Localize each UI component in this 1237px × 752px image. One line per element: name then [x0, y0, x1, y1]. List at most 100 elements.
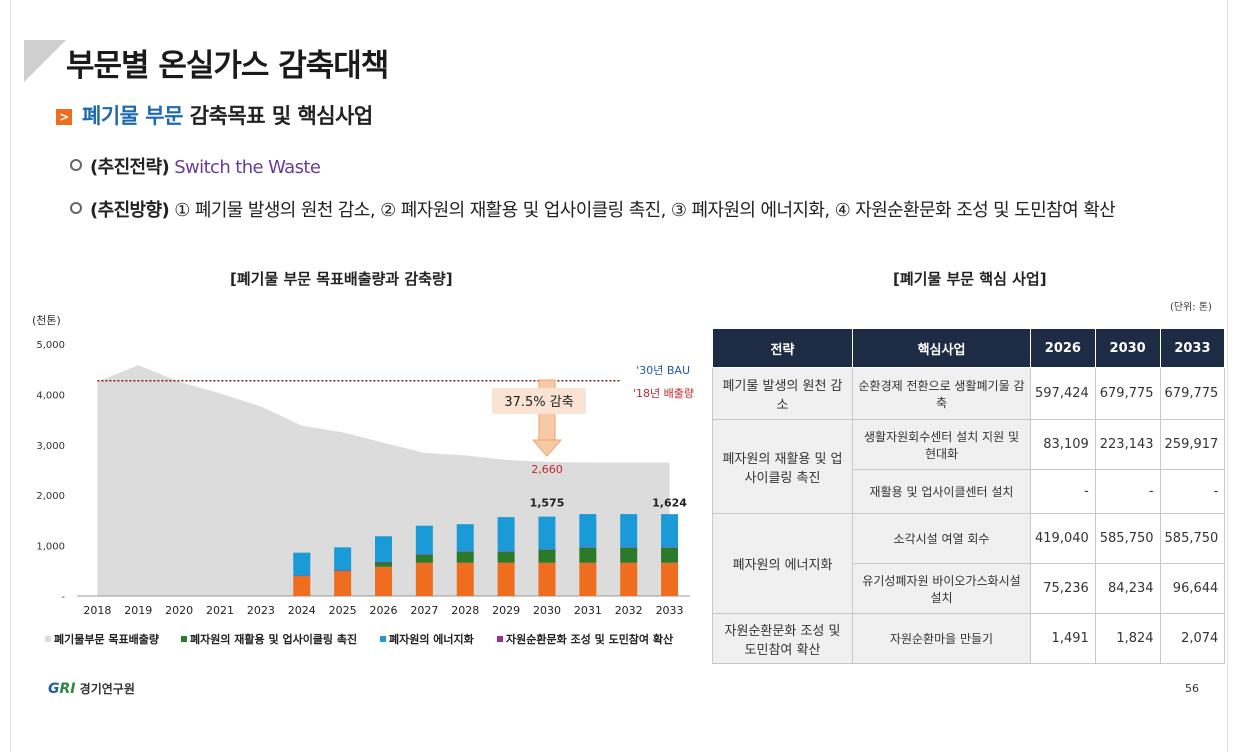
x-tick-label: 2021: [206, 604, 234, 617]
y-tick-label: 1,000: [36, 542, 65, 553]
legend-swatch: [380, 636, 386, 642]
core-project-table: 전략 핵심사업 2026 2030 2033 폐기물 발생의 원천 감소 순환경…: [712, 328, 1226, 664]
bar-segment: [620, 514, 638, 548]
bar-segment: [620, 562, 638, 596]
table-header: 2030: [1094, 328, 1161, 368]
gri-logo: GRI 경기연구원: [48, 681, 135, 697]
chevron-right-icon: >: [56, 109, 72, 125]
strategy-cell: 폐자원의 에너지화: [712, 513, 853, 614]
value-cell: 1,824: [1094, 613, 1161, 664]
bar-segment: [375, 566, 392, 596]
bar-segment: [334, 547, 352, 571]
x-tick-label: 2031: [574, 604, 602, 617]
section-heading: > 폐기물 부문 감축목표 및 핵심사업: [56, 100, 373, 130]
value-cell: 223,143: [1094, 419, 1161, 470]
y-tick-label: 5,000: [36, 340, 65, 351]
table-row: 폐자원의 재활용 및 업사이클링 촉진 생활자원회수센터 설치 지원 및 현대화…: [712, 419, 1226, 514]
value-cell: 585,750: [1094, 513, 1161, 564]
value-cell: 259,917: [1159, 419, 1226, 470]
bar-segment: [497, 551, 515, 552]
y-tick-label: 4,000: [36, 390, 65, 401]
section-rest: 감축목표 및 핵심사업: [182, 104, 374, 128]
x-tick-label: 2032: [615, 604, 643, 617]
section-highlight: 폐기물 부문: [82, 104, 183, 128]
x-tick-label: 2019: [124, 604, 152, 617]
strategy-cell: 자원순환문화 조성 및 도민참여 확산: [712, 613, 853, 664]
table-row: 폐기물 발생의 원천 감소 순환경제 전환으로 생활폐기물 감축 597,424…: [712, 367, 1226, 420]
x-tick-label: 2023: [247, 604, 275, 617]
value-cell: -: [1094, 469, 1161, 514]
bar-segment: [293, 552, 311, 576]
value-cell: 1,491: [1030, 613, 1096, 664]
legend-label: 폐기물부문 목표배출량: [54, 632, 159, 646]
x-tick-label: 2018: [83, 604, 111, 617]
value-cell: 585,750: [1159, 513, 1226, 564]
bar-segment: [415, 554, 433, 555]
page-number: 56: [1185, 682, 1199, 695]
bar-segment: [456, 551, 474, 563]
bar-segment: [579, 562, 597, 596]
table-row: 재활용 및 업사이클센터 설치 - - -: [713, 469, 1226, 514]
bar-segment: [620, 547, 638, 563]
bar-total-label: 1,624: [652, 496, 687, 509]
bar-segment: [538, 549, 556, 550]
bar-segment: [293, 575, 311, 596]
value-cell: 96,644: [1159, 563, 1226, 614]
table-title: [폐기물 부문 핵심 사업]: [893, 270, 1047, 288]
reduction-label-box: [492, 388, 586, 414]
bullet-strategy: (추진전략) Switch the Waste: [70, 153, 321, 179]
x-tick-label: 2025: [329, 604, 357, 617]
bullet-label: (추진방향): [90, 200, 170, 221]
project-cell: 재활용 및 업사이클센터 설치: [852, 469, 1031, 514]
bar-segment: [375, 561, 392, 563]
table-row: 유기성폐자원 바이오가스화시설 설치 75,236 84,234 96,644: [713, 563, 1226, 614]
bar-segment: [334, 570, 352, 572]
bullet-text: ① 폐기물 발생의 원천 감소, ② 폐자원의 재활용 및 업사이클링 촉진, …: [169, 200, 1116, 221]
y-axis-label: (천톤): [32, 313, 61, 327]
x-tick-label: 2029: [492, 604, 520, 617]
table-row: 자원순환문화 조성 및 도민참여 확산 자원순환마을 만들기 1,491 1,8…: [712, 613, 1226, 664]
page-frame: [10, 0, 1228, 752]
bar-segment: [497, 562, 515, 596]
bar-segment: [538, 562, 556, 596]
bar-segment: [415, 554, 433, 563]
project-cell: 생활자원회수센터 설치 지원 및 현대화: [852, 419, 1031, 470]
title-corner-decoration: [24, 40, 66, 82]
bar-segment: [661, 562, 679, 596]
target-value-label: 2,660: [531, 463, 563, 476]
legend-swatch: [497, 636, 503, 642]
legend-label: 폐자원의 재활용 및 업사이클링 촉진: [190, 632, 357, 646]
x-tick-label: 2027: [410, 604, 438, 617]
bar-segment: [415, 562, 433, 596]
value-cell: 679,775: [1159, 367, 1226, 420]
bar-segment: [661, 547, 679, 563]
legend-swatch: [45, 636, 51, 642]
bar-segment: [497, 551, 515, 563]
table-header-row: 전략 핵심사업 2026 2030 2033: [712, 328, 1226, 368]
strategy-cell: 폐자원의 재활용 및 업사이클링 촉진: [712, 419, 853, 514]
bar-segment: [538, 549, 556, 563]
y-tick-label: 3,000: [36, 441, 65, 452]
project-cell: 유기성폐자원 바이오가스화시설 설치: [852, 563, 1031, 614]
bar-segment: [497, 517, 515, 552]
bar-segment: [456, 562, 474, 596]
x-tick-label: 2033: [656, 604, 684, 617]
x-tick-label: 2030: [533, 604, 561, 617]
bar-segment: [415, 525, 433, 555]
bullet-text: Switch the Waste: [169, 157, 321, 178]
bar-segment: [334, 570, 352, 596]
table-header: 2033: [1159, 328, 1226, 368]
bullet-direction: (추진방향) ① 폐기물 발생의 원천 감소, ② 폐자원의 재활용 및 업사이…: [70, 196, 1116, 222]
table-header: 핵심사업: [852, 328, 1031, 368]
y-tick-label: 2,000: [36, 491, 65, 502]
project-cell: 소각시설 여열 회수: [852, 513, 1031, 564]
bau-label: '30년 BAU: [636, 364, 690, 377]
emission-chart: (천톤) 5,000 4,000 3,000 2,000 1,000 - 2018 2019 20…: [32, 313, 694, 646]
table-row: 폐자원의 에너지화 소각시설 여열 회수 419,040 585,750 585…: [712, 513, 1226, 614]
bar-segment: [661, 514, 679, 548]
value-cell: -: [1030, 469, 1096, 514]
bar-segment: [620, 547, 638, 548]
value-cell: 597,424: [1030, 367, 1096, 420]
legend-swatch: [181, 636, 187, 642]
page-title: 부문별 온실가스 감축대책: [66, 48, 389, 84]
